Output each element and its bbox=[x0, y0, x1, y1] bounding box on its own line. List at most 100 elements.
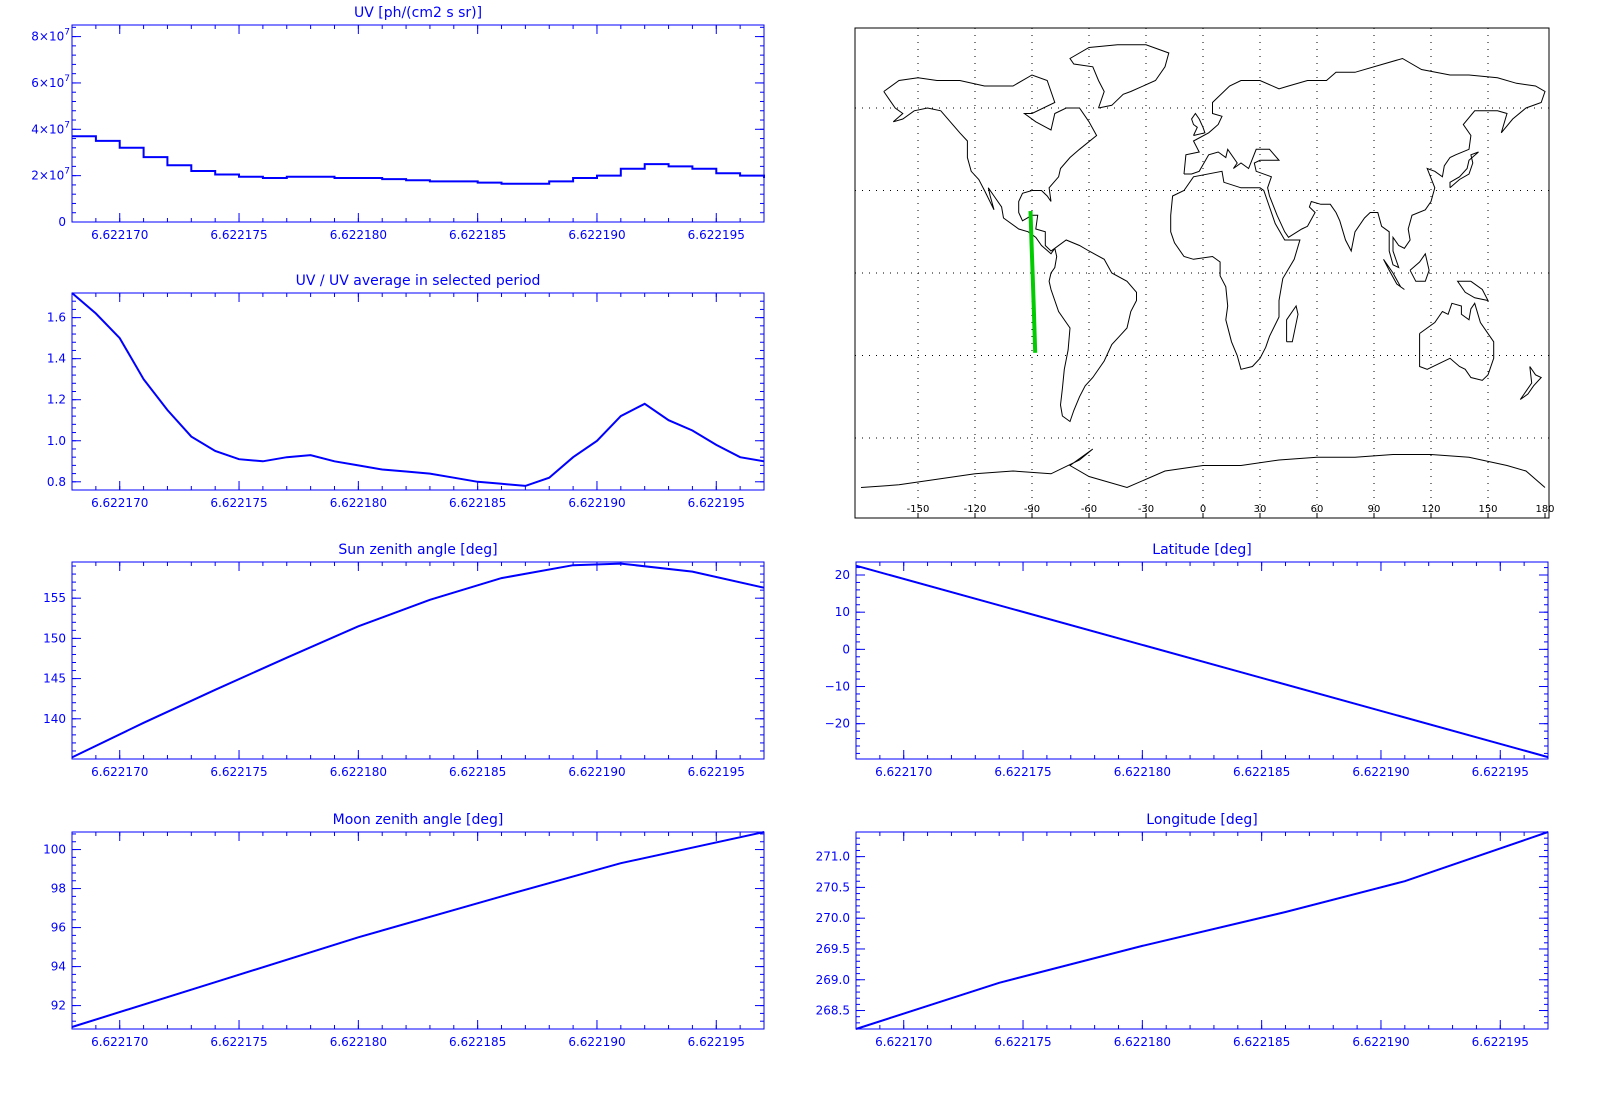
y-tick-base: 145 bbox=[43, 672, 66, 686]
series-line bbox=[855, 564, 1549, 759]
y-tick-base: 270.0 bbox=[816, 911, 850, 925]
map-tick-label: 150 bbox=[1478, 504, 1497, 515]
plot-frame bbox=[71, 24, 765, 223]
x-tick-label: 6.622195 bbox=[688, 496, 745, 510]
y-tick-base: 94 bbox=[51, 960, 66, 974]
map-tick-label: 60 bbox=[1311, 504, 1324, 515]
y-tick-exponent: 7 bbox=[64, 28, 70, 38]
chart-title: UV [ph/(cm2 s sr)] bbox=[354, 5, 482, 21]
x-tick-label: 6.622185 bbox=[449, 765, 506, 779]
world-map: -150 -120 -90 -60 -30 0 30 60 90 120 150 180 bbox=[854, 27, 1555, 519]
y-tick-base: −20 bbox=[825, 717, 850, 731]
y-tick-base: 6×10 bbox=[31, 76, 64, 90]
y-tick-base: 269.5 bbox=[816, 942, 850, 956]
chart-title: Longitude [deg] bbox=[1146, 812, 1257, 828]
y-tick-label: 0 bbox=[58, 215, 66, 229]
y-tick-label: 6×107 bbox=[31, 74, 70, 90]
y-tick-label: 1.4 bbox=[47, 352, 66, 366]
coastline bbox=[1449, 151, 1479, 189]
y-tick-base: 92 bbox=[51, 999, 66, 1013]
x-tick-label: 6.622175 bbox=[210, 496, 267, 510]
y-tick-base: 8×10 bbox=[31, 30, 64, 44]
map-tick-label: -120 bbox=[964, 504, 987, 515]
y-tick-base: −10 bbox=[825, 680, 850, 694]
plot-frame bbox=[71, 561, 765, 760]
y-tick-label: 1.6 bbox=[47, 311, 66, 325]
y-tick-base: 1.2 bbox=[47, 393, 66, 407]
y-tick-base: 1.0 bbox=[47, 434, 66, 448]
y-tick-base: 4×10 bbox=[31, 122, 64, 136]
y-tick-label: −10 bbox=[825, 680, 850, 694]
y-tick-label: 270.5 bbox=[816, 880, 850, 894]
x-tick-label: 6.622185 bbox=[449, 1035, 506, 1049]
y-tick-label: 8×107 bbox=[31, 28, 70, 44]
coastline bbox=[1191, 112, 1206, 136]
y-tick-base: 100 bbox=[43, 843, 66, 857]
x-tick-label: 6.622195 bbox=[688, 228, 745, 242]
y-tick-label: 269.0 bbox=[816, 973, 850, 987]
y-tick-base: 270.5 bbox=[816, 880, 850, 894]
y-tick-label: 271.0 bbox=[816, 850, 850, 864]
y-tick-label: 94 bbox=[51, 960, 66, 974]
x-tick-label: 6.622180 bbox=[1114, 765, 1171, 779]
ground-track bbox=[1028, 211, 1038, 353]
y-tick-base: 0 bbox=[58, 215, 66, 229]
x-tick-label: 6.622170 bbox=[91, 496, 148, 510]
y-tick-label: 4×107 bbox=[31, 120, 70, 136]
coastline bbox=[1183, 57, 1546, 269]
y-tick-label: 0 bbox=[842, 642, 850, 656]
x-tick-label: 6.622170 bbox=[91, 765, 148, 779]
y-tick-label: 145 bbox=[43, 672, 66, 686]
x-tick-label: 6.622175 bbox=[210, 1035, 267, 1049]
map-tick-label: -60 bbox=[1081, 504, 1097, 515]
x-tick-label: 6.622180 bbox=[330, 1035, 387, 1049]
y-tick-label: 96 bbox=[51, 921, 66, 935]
coastline bbox=[860, 448, 1546, 489]
chart-title: Moon zenith angle [deg] bbox=[333, 812, 504, 828]
coastline bbox=[1069, 44, 1170, 109]
x-tick-label: 6.622175 bbox=[210, 228, 267, 242]
y-tick-base: 140 bbox=[43, 712, 66, 726]
x-tick-label: 6.622170 bbox=[91, 228, 148, 242]
y-tick-base: 269.0 bbox=[816, 973, 850, 987]
chart-sun-zenith: Sun zenith angle [deg] 6.622170 6.622175 6.… bbox=[43, 542, 765, 779]
series-line bbox=[855, 831, 1549, 1030]
y-tick-label: 100 bbox=[43, 843, 66, 857]
x-tick-label: 6.622195 bbox=[1472, 765, 1529, 779]
y-tick-label: 2×107 bbox=[31, 167, 70, 183]
y-tick-label: 98 bbox=[51, 882, 66, 896]
map-tick-label: 90 bbox=[1368, 504, 1381, 515]
y-tick-label: 270.0 bbox=[816, 911, 850, 925]
y-tick-base: 150 bbox=[43, 631, 66, 645]
y-tick-label: 92 bbox=[51, 999, 66, 1013]
series-line bbox=[71, 292, 765, 487]
x-tick-label: 6.622195 bbox=[688, 765, 745, 779]
map-tick-label: 180 bbox=[1535, 504, 1554, 515]
x-tick-label: 6.622170 bbox=[875, 765, 932, 779]
y-tick-label: 150 bbox=[43, 631, 66, 645]
y-tick-exponent: 7 bbox=[64, 120, 70, 130]
coastline bbox=[1286, 304, 1299, 343]
plot-frame bbox=[71, 292, 765, 491]
plot-frame bbox=[855, 831, 1549, 1030]
chart-uv-ratio: UV / UV average in selected period 6.6221… bbox=[47, 273, 765, 510]
y-tick-label: 269.5 bbox=[816, 942, 850, 956]
map-tick-label: -150 bbox=[907, 504, 930, 515]
plot-frame bbox=[71, 831, 765, 1030]
x-tick-label: 6.622170 bbox=[91, 1035, 148, 1049]
y-tick-label: 1.0 bbox=[47, 434, 66, 448]
coastline bbox=[883, 74, 1098, 255]
coastline bbox=[1519, 366, 1543, 400]
x-tick-label: 6.622195 bbox=[1472, 1035, 1529, 1049]
coastline bbox=[1170, 170, 1301, 370]
y-tick-label: 140 bbox=[43, 712, 66, 726]
x-tick-label: 6.622190 bbox=[568, 765, 625, 779]
y-tick-base: 1.4 bbox=[47, 352, 66, 366]
map-tick-label: -30 bbox=[1138, 504, 1154, 515]
chart-latitude: Latitude [deg] 6.622170 6.622175 6.622180 6.… bbox=[825, 542, 1549, 779]
chart-title: Latitude [deg] bbox=[1152, 542, 1251, 558]
x-tick-label: 6.622180 bbox=[1114, 1035, 1171, 1049]
coastline bbox=[1456, 280, 1489, 302]
x-tick-label: 6.622180 bbox=[330, 228, 387, 242]
